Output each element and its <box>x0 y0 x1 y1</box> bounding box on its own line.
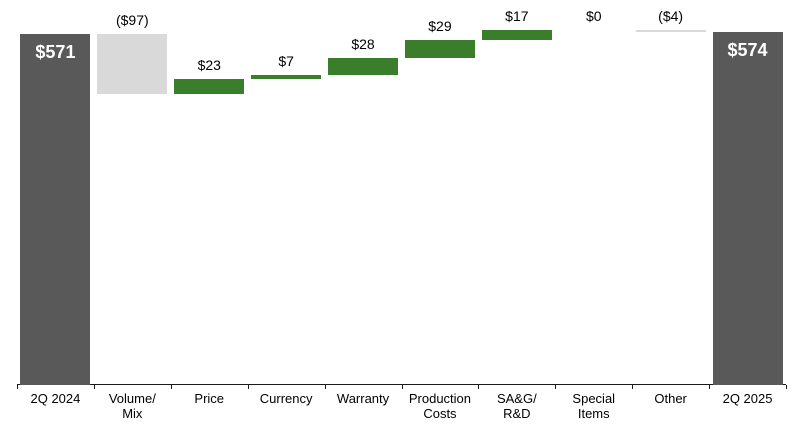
x-axis-tick <box>402 385 403 389</box>
x-axis-tick <box>94 385 95 389</box>
bar-value-label-other: ($4) <box>658 7 684 24</box>
bar-2q-2024 <box>20 34 91 385</box>
bar-currency <box>251 75 322 80</box>
x-axis-label-price: Price <box>194 391 225 406</box>
bar-value-label-currency: $7 <box>278 53 294 70</box>
x-axis-label-sa-g-r-d: SA&G/ R&D <box>496 391 537 421</box>
x-axis-label-warranty: Warranty <box>336 391 390 406</box>
bar-value-label-special-items: $0 <box>585 7 602 24</box>
x-axis-label-currency: Currency <box>259 391 313 406</box>
bar-value-label-warranty: $28 <box>351 35 375 52</box>
x-axis-tick <box>786 385 787 389</box>
x-axis-label-special-items: Special Items <box>572 391 616 421</box>
bar-warranty <box>328 57 399 76</box>
x-axis-label-2q-2025: 2Q 2025 <box>722 391 773 406</box>
bar-2q-2025 <box>712 32 783 385</box>
x-axis-tick <box>478 385 479 389</box>
x-axis-label-2q-2024: 2Q 2024 <box>30 391 81 406</box>
bar-production-costs <box>404 40 475 58</box>
x-axis-label-production-costs: Production Costs <box>408 391 472 421</box>
x-axis-tick <box>709 385 710 389</box>
x-axis-label-other: Other <box>654 391 687 406</box>
bar-value-label-production-costs: $29 <box>428 18 452 35</box>
x-axis-tick <box>248 385 249 389</box>
x-axis-label-volume-mix: Volume/ Mix <box>108 391 156 421</box>
bar-value-label-price: $23 <box>197 57 221 74</box>
x-axis-tick <box>17 385 18 389</box>
bar-volume-mix <box>97 34 168 94</box>
x-axis-tick <box>632 385 633 389</box>
x-axis-line <box>17 384 786 385</box>
bar-value-label-2q-2024: $571 <box>35 42 76 62</box>
bar-sa-g-r-d <box>481 29 552 41</box>
x-axis-tick <box>555 385 556 389</box>
bar-value-label-volume-mix: ($97) <box>115 12 149 28</box>
x-axis-tick <box>171 385 172 389</box>
bar-other <box>635 29 706 33</box>
bar-value-label-2q-2025: $574 <box>727 40 768 61</box>
bar-value-label-sa-g-r-d: $17 <box>505 7 529 24</box>
bar-price <box>174 79 245 94</box>
x-axis-tick <box>325 385 326 389</box>
